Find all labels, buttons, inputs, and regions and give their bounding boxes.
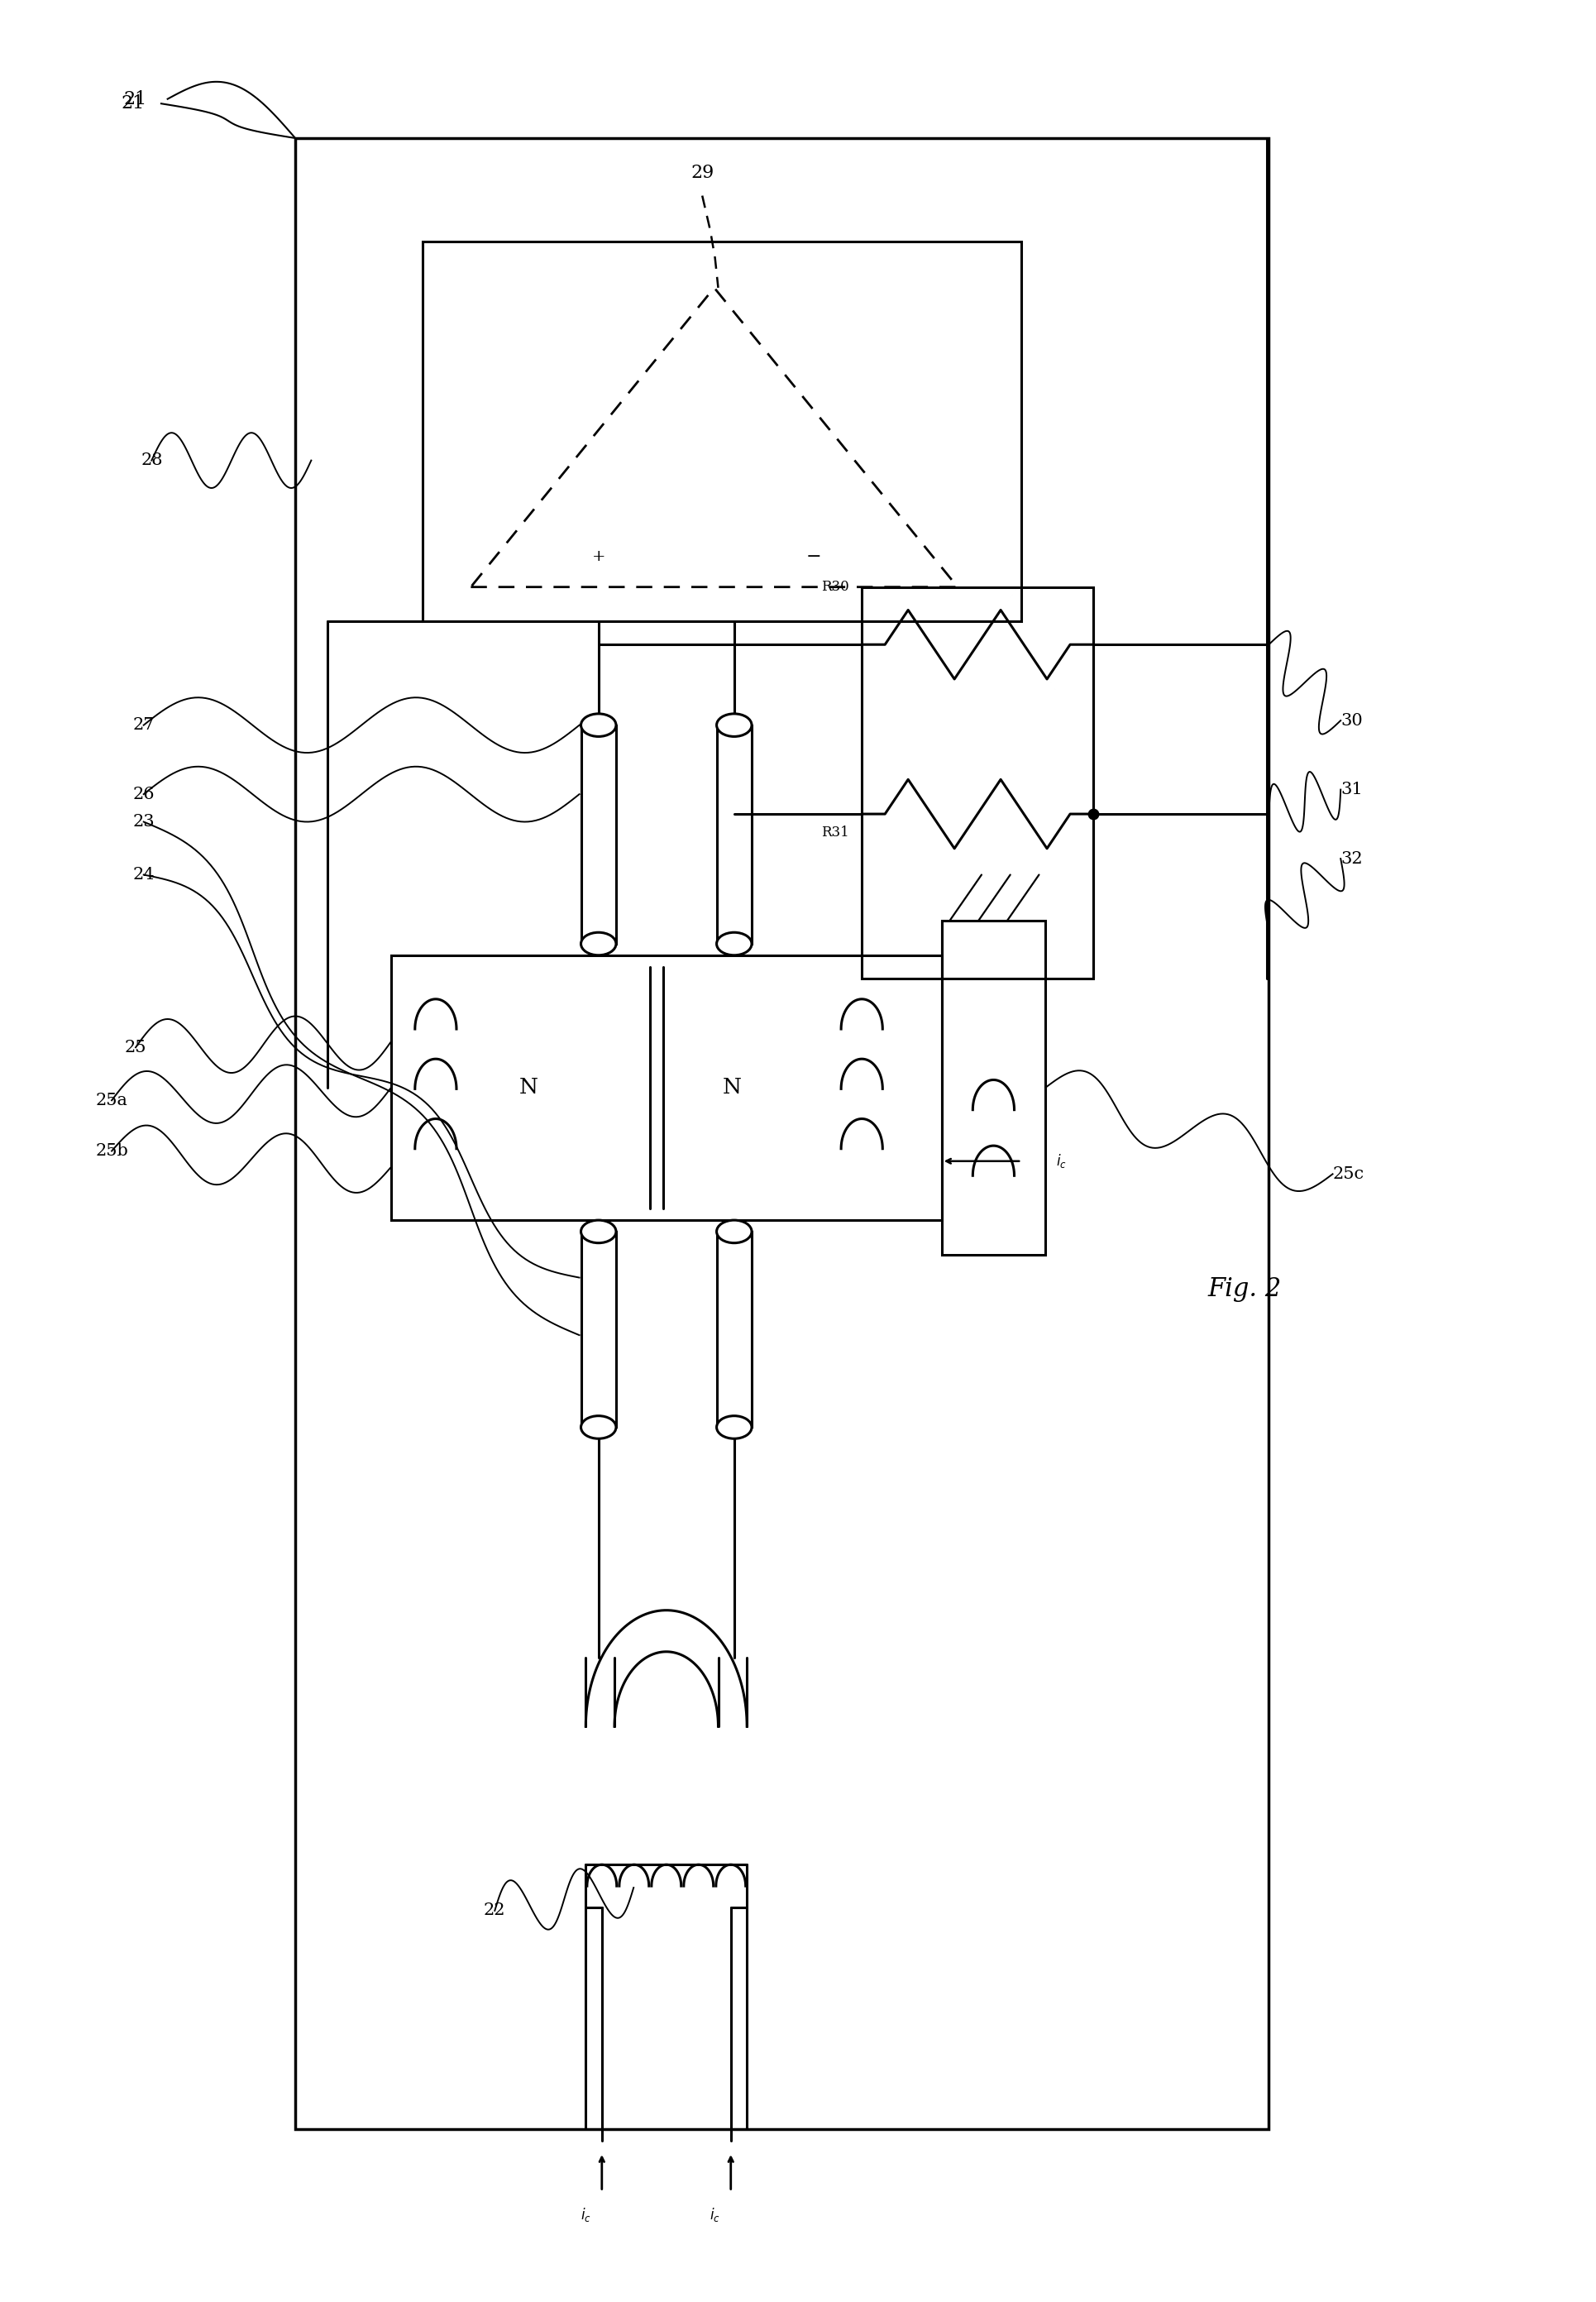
Text: 26: 26 <box>132 787 155 801</box>
Ellipse shape <box>581 1220 616 1243</box>
Text: 23: 23 <box>132 815 155 829</box>
Text: 25: 25 <box>124 1041 147 1054</box>
Ellipse shape <box>717 932 752 955</box>
Text: Fig. 2: Fig. 2 <box>1208 1275 1282 1303</box>
Text: 28: 28 <box>140 453 163 467</box>
Text: $i_c$: $i_c$ <box>1057 1153 1066 1169</box>
Ellipse shape <box>581 714 616 737</box>
Bar <box>717 725 752 944</box>
Text: 25c: 25c <box>1333 1167 1365 1181</box>
Bar <box>423 242 1021 622</box>
Bar <box>862 587 1093 978</box>
Text: 21: 21 <box>124 90 147 108</box>
Text: R31: R31 <box>822 826 849 840</box>
Text: 21: 21 <box>121 94 144 113</box>
Text: 32: 32 <box>1341 852 1363 866</box>
Ellipse shape <box>581 1416 616 1439</box>
Text: R30: R30 <box>822 580 849 594</box>
Text: +: + <box>592 550 605 564</box>
Text: N: N <box>519 1077 538 1098</box>
Text: 31: 31 <box>1341 783 1363 796</box>
Text: 30: 30 <box>1341 714 1363 727</box>
Text: 29: 29 <box>691 163 713 182</box>
Text: $i_c$: $i_c$ <box>710 2205 720 2224</box>
Bar <box>581 1232 616 1427</box>
Bar <box>295 138 1269 2129</box>
Text: $i_c$: $i_c$ <box>581 2205 591 2224</box>
Text: 25a: 25a <box>96 1093 128 1107</box>
Bar <box>581 725 616 944</box>
Ellipse shape <box>717 1220 752 1243</box>
Ellipse shape <box>717 714 752 737</box>
Text: 24: 24 <box>132 868 155 882</box>
Bar <box>717 1232 752 1427</box>
Text: 27: 27 <box>132 718 155 732</box>
Text: 22: 22 <box>484 1904 506 1918</box>
Ellipse shape <box>581 932 616 955</box>
Text: −: − <box>806 548 822 566</box>
Ellipse shape <box>717 1416 752 1439</box>
Bar <box>942 921 1045 1255</box>
Text: N: N <box>723 1077 742 1098</box>
Bar <box>391 955 942 1220</box>
Text: 25b: 25b <box>96 1144 128 1158</box>
